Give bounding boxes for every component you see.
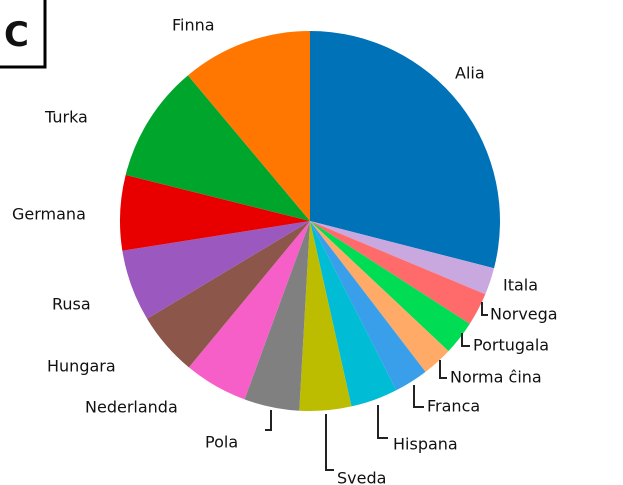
leader-line [265, 410, 272, 431]
leader-line [377, 405, 388, 439]
slice-label: Nederlanda [85, 398, 178, 417]
pie-slice [147, 221, 310, 368]
slice-label: Portugala [473, 336, 549, 355]
leader-line [325, 414, 334, 471]
leader-line [481, 302, 488, 316]
pie-slice [310, 31, 500, 269]
pie-slice [310, 221, 495, 295]
slice-label: Turka [44, 108, 88, 127]
pie-slice [310, 221, 470, 352]
panel-label: C [4, 15, 29, 55]
slice-label: Hungara [47, 357, 116, 376]
slice-label: Rusa [52, 295, 91, 314]
slice-label: Pola [205, 433, 238, 452]
slice-label: Sveda [337, 469, 386, 485]
pie-slice [299, 221, 352, 412]
pie-slice [125, 75, 310, 221]
slice-label: Itala [503, 276, 538, 295]
slice-label: Germana [12, 205, 86, 224]
pie-slice [310, 221, 426, 391]
pie-slice [120, 174, 310, 251]
pie-slice [188, 221, 310, 400]
slice-label: Franca [427, 397, 480, 416]
slice-label: Norvega [490, 305, 558, 324]
slice-label: Finna [172, 16, 215, 35]
slice-label: Hispana [393, 435, 458, 454]
leader-line [461, 333, 470, 347]
leader-line [439, 360, 447, 379]
pie-slice [310, 221, 397, 407]
panel-box [0, 0, 47, 69]
pie-slice [310, 221, 449, 372]
pie-slice [187, 31, 310, 221]
slice-label: Alia [455, 64, 485, 83]
leader-line [413, 385, 424, 408]
slice-label: Norma ĉina [450, 368, 542, 387]
pie-slice [122, 221, 310, 319]
pie-slice [244, 221, 310, 411]
pie-slice [310, 221, 486, 324]
